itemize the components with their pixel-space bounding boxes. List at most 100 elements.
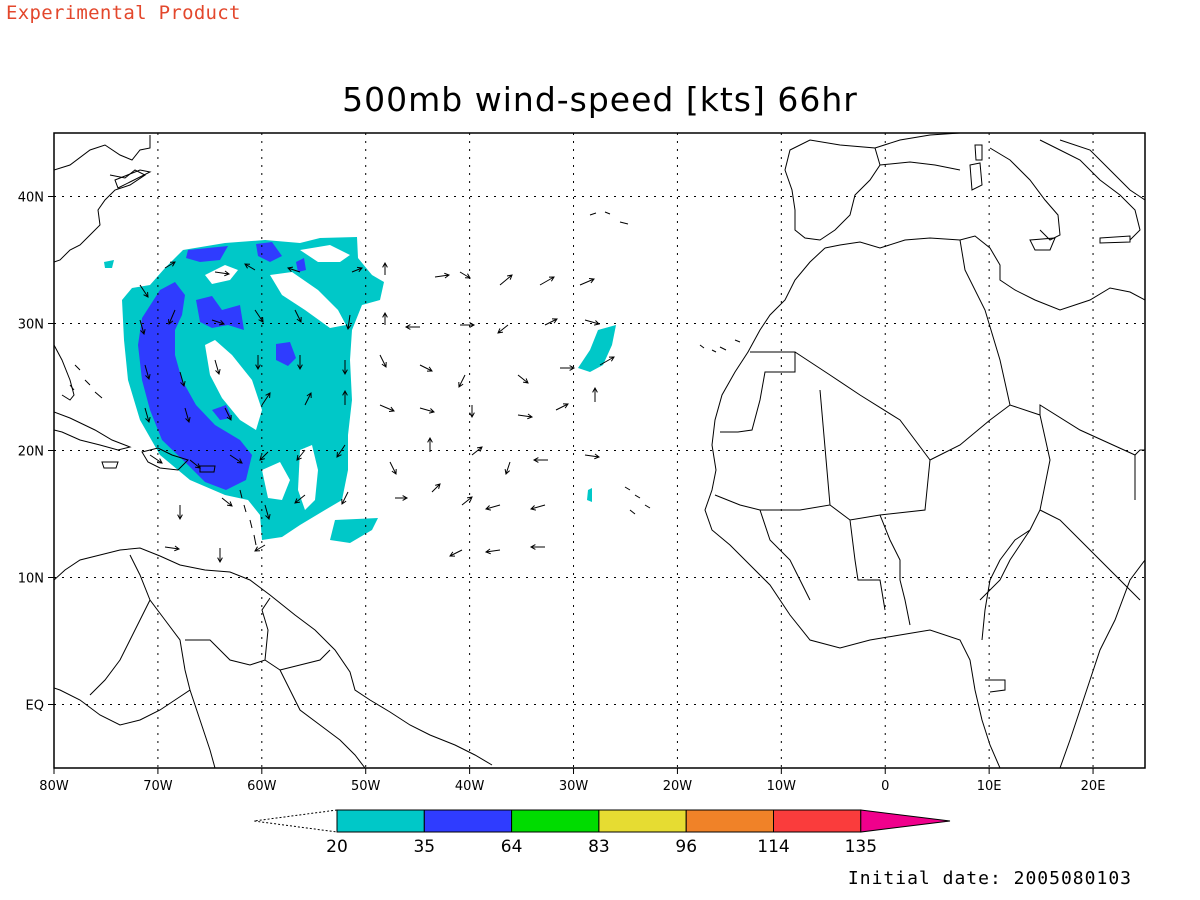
- wind-arrow: [254, 309, 264, 323]
- shade-20-35-blob-3: [587, 488, 592, 502]
- wind-arrow: [304, 392, 312, 406]
- shade-35-64-main: [138, 282, 252, 490]
- island-cuba: [54, 411, 132, 451]
- wind-arrow: [484, 548, 501, 555]
- colorbar-under-arrow: [253, 809, 338, 833]
- wind-arrow: [287, 266, 301, 273]
- lon-tick-label: 80W: [39, 779, 69, 794]
- grid-lines: [54, 133, 1145, 768]
- island-sicily: [1029, 237, 1056, 251]
- wind-arrow: [341, 491, 349, 505]
- island-jamaica: [101, 461, 119, 469]
- island-hispaniola: [141, 447, 189, 471]
- wind-arrow: [449, 549, 463, 557]
- wind-arrow: [184, 407, 191, 424]
- wind-arrow: [294, 309, 302, 323]
- lon-tick-label: 20E: [1081, 779, 1106, 794]
- island-crete: [1099, 235, 1131, 244]
- wind-arrow: [382, 311, 388, 325]
- wind-arrow: [168, 309, 176, 325]
- wind-arrow: [261, 392, 271, 406]
- wind-arrow: [221, 497, 233, 507]
- shade-35-64-blob-5: [296, 258, 306, 272]
- shade-gap-2: [270, 272, 346, 328]
- colorbar-swatch: [423, 809, 513, 833]
- coast-florida: [54, 344, 75, 401]
- shade-20-35-blob-2: [578, 325, 616, 372]
- initial-date: Initial date: 2005080103: [847, 868, 1132, 889]
- lat-tick-label: 40N: [18, 191, 44, 206]
- wind-arrow: [434, 272, 451, 279]
- wind-arrow: [529, 544, 545, 550]
- wind-arrow: [499, 274, 513, 286]
- shade-gap-4: [298, 445, 318, 510]
- wind-arrow: [336, 444, 346, 458]
- shade-20-35-blob-1: [330, 518, 378, 543]
- shade-20-35-blob-4: [104, 260, 114, 268]
- island-corsica: [974, 144, 983, 161]
- wind-arrow: [504, 461, 511, 475]
- wind-arrow: [461, 496, 473, 506]
- wind-arrow: [555, 403, 569, 411]
- wind-arrow: [342, 360, 348, 376]
- island-sardinia: [969, 162, 983, 191]
- lon-tick-label: 50W: [351, 779, 381, 794]
- wind-arrow: [179, 371, 186, 388]
- wind-arrow: [211, 319, 225, 326]
- lon-tick-label: 20W: [663, 779, 693, 794]
- wind-arrow: [139, 284, 149, 298]
- wind-arrow: [189, 459, 201, 469]
- islands-bahamas: [69, 364, 103, 399]
- wind-arrow: [259, 451, 269, 461]
- lon-tick-label: 40W: [455, 779, 485, 794]
- wind-arrow: [599, 356, 615, 366]
- shade-gap-5: [262, 462, 290, 500]
- wind-arrow: [254, 544, 266, 552]
- wind-arrow: [427, 436, 433, 452]
- wind-arrow: [497, 324, 509, 334]
- coast-north-america: [54, 135, 151, 263]
- longitude-labels: 80W 70W 60W 50W 40W 30W 20W 10W 0 10E 20E: [39, 768, 1105, 794]
- wind-arrow: [389, 461, 397, 475]
- wind-arrow: [460, 322, 476, 328]
- lon-tick-label: 10E: [977, 779, 1002, 794]
- wind-speed-shading: [104, 237, 616, 543]
- islands-cape-verde: [624, 486, 651, 515]
- lat-tick-label: EQ: [26, 699, 44, 714]
- colorbar: 20 35 64 83 96 114 135: [253, 809, 951, 857]
- colorbar-label: 83: [588, 837, 610, 857]
- border-south-america: [54, 554, 366, 768]
- wind-arrow: [214, 359, 221, 376]
- wind-arrow: [296, 449, 306, 461]
- wind-arrow: [144, 407, 151, 424]
- wind-arrow: [264, 504, 271, 521]
- wind-arrow: [351, 266, 363, 273]
- wind-arrow: [139, 319, 146, 336]
- wind-arrow: [431, 483, 441, 493]
- coast-balkans: [1059, 139, 1145, 201]
- shade-gap-6: [205, 265, 238, 284]
- wind-vectors: [139, 261, 615, 564]
- wind-arrow: [517, 374, 529, 384]
- colorbar-over-arrow: [860, 809, 951, 833]
- wind-arrow: [584, 453, 601, 460]
- wind-arrow: [539, 276, 555, 286]
- lat-tick-label: 30N: [18, 318, 44, 333]
- lon-tick-label: 0: [881, 779, 889, 794]
- wind-arrow: [214, 270, 231, 277]
- shade-35-64-blob-4: [196, 296, 244, 330]
- lat-tick-label: 20N: [18, 445, 44, 460]
- islands-antilles: [239, 489, 257, 546]
- islands-azores: [589, 211, 629, 225]
- wind-arrow: [255, 355, 261, 371]
- wind-arrow: [419, 407, 436, 414]
- colorbar-swatch: [598, 809, 687, 833]
- coastlines: [54, 133, 1145, 768]
- wind-arrow: [471, 446, 483, 456]
- wind-arrow: [164, 261, 176, 269]
- colorbar-swatch: [773, 809, 862, 833]
- lat-tick-label: 10N: [18, 572, 44, 587]
- shade-35-64-blob-1: [186, 246, 228, 262]
- coast-italy: [989, 139, 1141, 241]
